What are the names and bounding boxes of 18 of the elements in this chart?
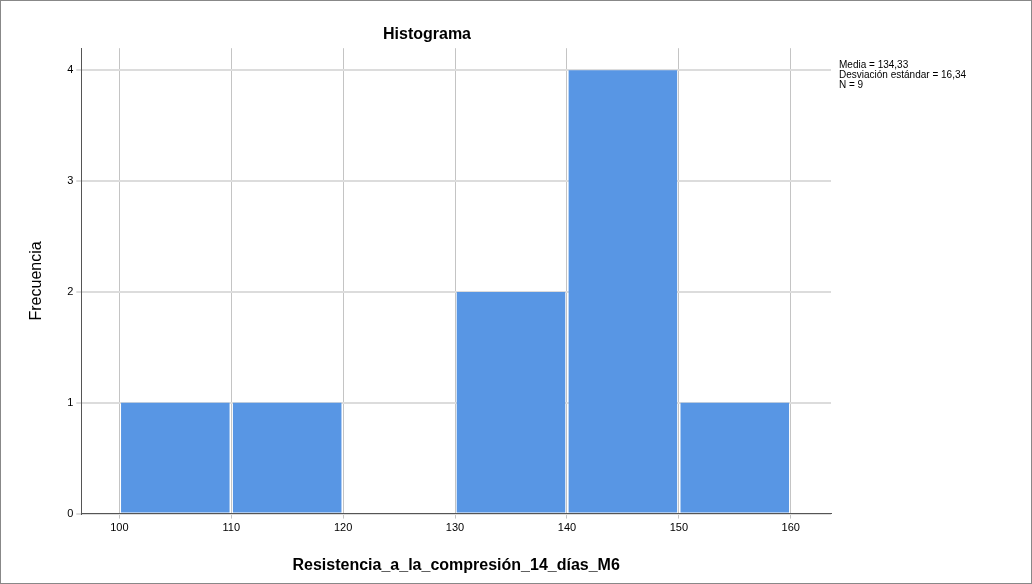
x-tick-label: 140 <box>557 521 577 534</box>
x-tick-label: 100 <box>110 521 129 534</box>
x-tick-label: 120 <box>333 521 353 534</box>
y-tick-label: 0 <box>67 506 74 519</box>
y-tick-label: 1 <box>67 395 74 408</box>
text: Media = 134,33 <box>839 58 909 70</box>
y-tick-label: 3 <box>67 174 74 187</box>
x-tick-label: 130 <box>445 521 465 534</box>
y-tick-label: 4 <box>67 63 74 76</box>
text: Desviación estándar = 16,34 <box>839 68 967 80</box>
x-axis-title: Resistencia_a_la_compresión_14_días_M6 <box>292 555 620 573</box>
x-tick-label: 160 <box>781 521 800 534</box>
text: N = 9 <box>839 78 864 90</box>
x-tick-label: 110 <box>222 521 241 534</box>
y-tick-label: 2 <box>67 285 74 298</box>
y-axis-title: Frecuencia <box>27 241 45 321</box>
x-tick-label: 150 <box>669 521 689 534</box>
chart-title: Histograma <box>382 25 472 43</box>
